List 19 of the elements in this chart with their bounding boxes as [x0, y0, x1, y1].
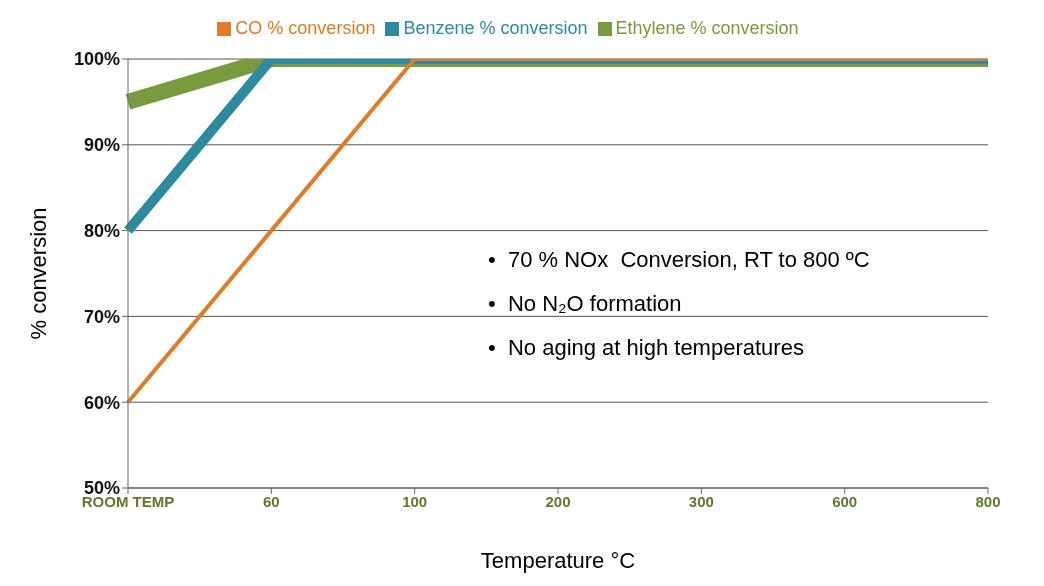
x-tick-label: 600: [832, 492, 858, 510]
y-axis-title: % conversion: [25, 207, 51, 340]
legend-label: Benzene % conversion: [403, 18, 588, 38]
x-tick-label: 800: [975, 492, 1001, 510]
x-tick-label: 200: [545, 492, 571, 510]
x-tick-label: 60: [262, 492, 280, 510]
legend-label: CO % conversion: [235, 18, 376, 38]
x-tick-label: 100: [402, 492, 428, 510]
annotation: • No aging at high temperatures: [488, 335, 804, 360]
annotation: • 70 % NOx Conversion, RT to 800 ºC: [488, 247, 870, 272]
y-tick-label: 60%: [83, 392, 120, 413]
x-axis-title: Temperature °C: [480, 548, 636, 573]
x-tick-label: 300: [688, 492, 714, 510]
y-tick-label: 100%: [73, 49, 120, 70]
y-tick-label: 70%: [83, 306, 120, 327]
y-tick-label: 80%: [83, 220, 120, 241]
legend-label: Ethylene % conversion: [615, 18, 799, 38]
y-tick-label: 90%: [83, 135, 120, 156]
annotation: • No N₂O formation: [488, 291, 682, 316]
